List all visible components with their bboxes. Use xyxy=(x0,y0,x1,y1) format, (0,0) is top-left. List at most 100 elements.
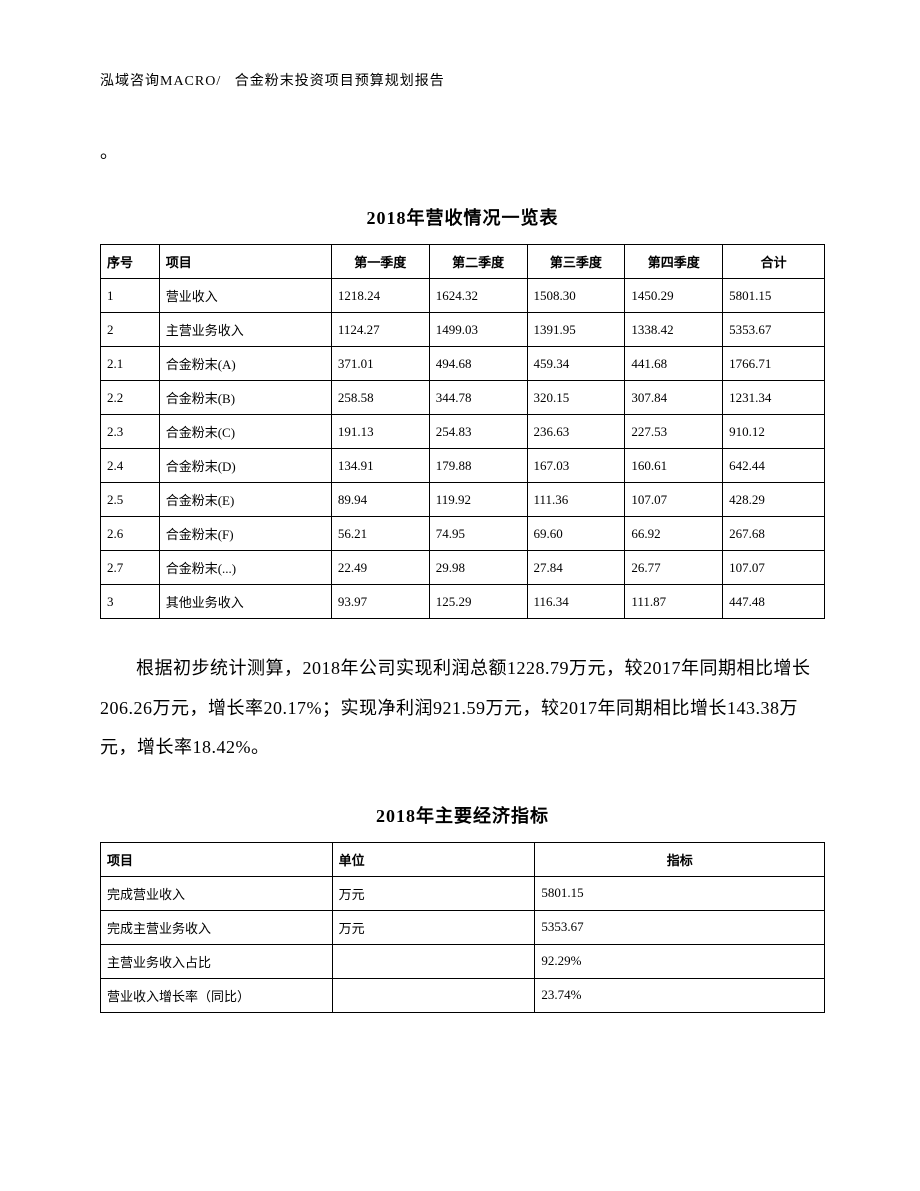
cell-q2: 494.68 xyxy=(429,347,527,381)
cell-total: 1766.71 xyxy=(723,347,825,381)
cell-total: 267.68 xyxy=(723,517,825,551)
col-item: 项目 xyxy=(101,842,333,876)
cell-value: 92.29% xyxy=(535,944,825,978)
cell-q4: 160.61 xyxy=(625,449,723,483)
cell-q2: 125.29 xyxy=(429,585,527,619)
table-row: 2.3合金粉末(C)191.13254.83236.63227.53910.12 xyxy=(101,415,825,449)
table1-title: 2018年营收情况一览表 xyxy=(100,204,825,230)
cell-q1: 93.97 xyxy=(331,585,429,619)
leading-period: 。 xyxy=(100,138,825,164)
cell-total: 447.48 xyxy=(723,585,825,619)
cell-q3: 111.36 xyxy=(527,483,625,517)
table-row: 1营业收入1218.241624.321508.301450.295801.15 xyxy=(101,279,825,313)
cell-seq: 2.4 xyxy=(101,449,160,483)
cell-seq: 2.7 xyxy=(101,551,160,585)
table-row: 2.7合金粉末(...)22.4929.9827.8426.77107.07 xyxy=(101,551,825,585)
cell-seq: 2.5 xyxy=(101,483,160,517)
cell-q2: 29.98 xyxy=(429,551,527,585)
cell-q1: 89.94 xyxy=(331,483,429,517)
col-total: 合计 xyxy=(723,245,825,279)
cell-q3: 69.60 xyxy=(527,517,625,551)
cell-q4: 307.84 xyxy=(625,381,723,415)
cell-item: 合金粉末(...) xyxy=(159,551,331,585)
cell-unit xyxy=(332,944,535,978)
cell-seq: 2.1 xyxy=(101,347,160,381)
table-row: 2.5合金粉末(E)89.94119.92111.36107.07428.29 xyxy=(101,483,825,517)
cell-q3: 459.34 xyxy=(527,347,625,381)
cell-item: 合金粉末(D) xyxy=(159,449,331,483)
cell-item: 合金粉末(C) xyxy=(159,415,331,449)
cell-value: 5801.15 xyxy=(535,876,825,910)
cell-q3: 1508.30 xyxy=(527,279,625,313)
cell-q1: 371.01 xyxy=(331,347,429,381)
cell-item: 合金粉末(A) xyxy=(159,347,331,381)
cell-total: 107.07 xyxy=(723,551,825,585)
cell-q1: 1218.24 xyxy=(331,279,429,313)
table-row: 2主营业务收入1124.271499.031391.951338.425353.… xyxy=(101,313,825,347)
cell-q4: 111.87 xyxy=(625,585,723,619)
cell-item: 合金粉末(B) xyxy=(159,381,331,415)
cell-q1: 1124.27 xyxy=(331,313,429,347)
table-row: 3其他业务收入93.97125.29116.34111.87447.48 xyxy=(101,585,825,619)
table-row: 主营业务收入占比 92.29% xyxy=(101,944,825,978)
cell-q2: 119.92 xyxy=(429,483,527,517)
cell-total: 428.29 xyxy=(723,483,825,517)
cell-q1: 134.91 xyxy=(331,449,429,483)
table-row: 2.6合金粉末(F)56.2174.9569.6066.92267.68 xyxy=(101,517,825,551)
cell-value: 5353.67 xyxy=(535,910,825,944)
cell-seq: 2.6 xyxy=(101,517,160,551)
col-q4: 第四季度 xyxy=(625,245,723,279)
cell-q4: 26.77 xyxy=(625,551,723,585)
header-right: 合金粉末投资项目预算规划报告 xyxy=(235,74,445,89)
cell-q3: 236.63 xyxy=(527,415,625,449)
col-unit: 单位 xyxy=(332,842,535,876)
cell-q4: 441.68 xyxy=(625,347,723,381)
cell-seq: 3 xyxy=(101,585,160,619)
cell-q1: 56.21 xyxy=(331,517,429,551)
cell-q4: 227.53 xyxy=(625,415,723,449)
cell-total: 642.44 xyxy=(723,449,825,483)
revenue-table: 序号 项目 第一季度 第二季度 第三季度 第四季度 合计 1营业收入1218.2… xyxy=(100,244,825,619)
cell-q2: 254.83 xyxy=(429,415,527,449)
table-row: 2.2合金粉末(B)258.58344.78320.15307.841231.3… xyxy=(101,381,825,415)
cell-seq: 2.3 xyxy=(101,415,160,449)
analysis-paragraph: 根据初步统计测算，2018年公司实现利润总额1228.79万元，较2017年同期… xyxy=(100,649,825,768)
cell-q1: 191.13 xyxy=(331,415,429,449)
cell-total: 5801.15 xyxy=(723,279,825,313)
cell-q3: 116.34 xyxy=(527,585,625,619)
cell-value: 23.74% xyxy=(535,978,825,1012)
indicator-table: 项目 单位 指标 完成营业收入万元5801.15完成主营业务收入万元5353.6… xyxy=(100,842,825,1013)
cell-item: 合金粉末(F) xyxy=(159,517,331,551)
cell-q2: 344.78 xyxy=(429,381,527,415)
cell-item: 完成主营业务收入 xyxy=(101,910,333,944)
cell-q4: 1338.42 xyxy=(625,313,723,347)
table-header-row: 序号 项目 第一季度 第二季度 第三季度 第四季度 合计 xyxy=(101,245,825,279)
cell-item: 营业收入增长率（同比） xyxy=(101,978,333,1012)
col-item: 项目 xyxy=(159,245,331,279)
cell-q4: 107.07 xyxy=(625,483,723,517)
table-row: 完成营业收入万元5801.15 xyxy=(101,876,825,910)
cell-total: 910.12 xyxy=(723,415,825,449)
col-q2: 第二季度 xyxy=(429,245,527,279)
cell-item: 合金粉末(E) xyxy=(159,483,331,517)
cell-q3: 27.84 xyxy=(527,551,625,585)
cell-item: 主营业务收入占比 xyxy=(101,944,333,978)
col-q1: 第一季度 xyxy=(331,245,429,279)
table-row: 2.4合金粉末(D)134.91179.88167.03160.61642.44 xyxy=(101,449,825,483)
page-header: 泓域咨询MACRO/ 合金粉末投资项目预算规划报告 xyxy=(100,70,825,90)
cell-item: 其他业务收入 xyxy=(159,585,331,619)
cell-unit xyxy=(332,978,535,1012)
cell-seq: 2.2 xyxy=(101,381,160,415)
cell-unit: 万元 xyxy=(332,910,535,944)
cell-total: 1231.34 xyxy=(723,381,825,415)
cell-q3: 320.15 xyxy=(527,381,625,415)
table-row: 完成主营业务收入万元5353.67 xyxy=(101,910,825,944)
cell-item: 主营业务收入 xyxy=(159,313,331,347)
cell-q3: 167.03 xyxy=(527,449,625,483)
cell-item: 完成营业收入 xyxy=(101,876,333,910)
col-q3: 第三季度 xyxy=(527,245,625,279)
cell-q2: 1624.32 xyxy=(429,279,527,313)
table-row: 营业收入增长率（同比） 23.74% xyxy=(101,978,825,1012)
cell-q2: 1499.03 xyxy=(429,313,527,347)
cell-q2: 179.88 xyxy=(429,449,527,483)
